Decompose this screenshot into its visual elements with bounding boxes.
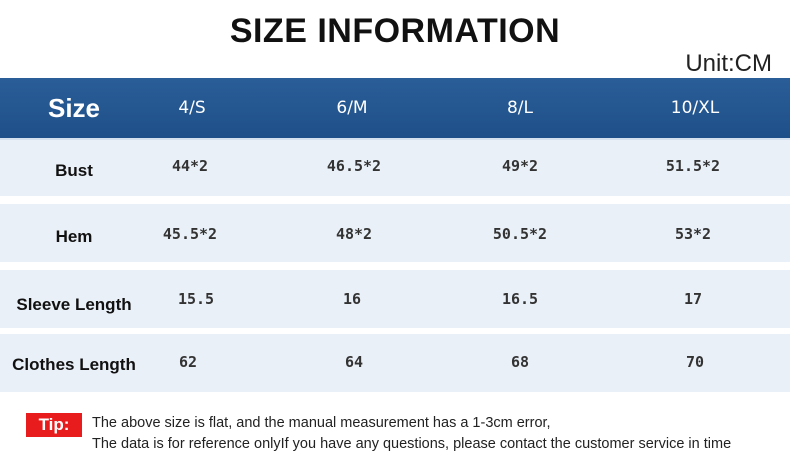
row-label: Clothes Length — [12, 355, 136, 374]
row-label: Sleeve Length — [16, 295, 132, 314]
table-row: Hem 45.5*2 48*2 50.5*2 53*2 — [0, 204, 790, 262]
table-cell: 17 — [683, 290, 703, 308]
table-cell: 16.5 — [501, 290, 539, 308]
table-row: Bust 44*2 46.5*2 49*2 51.5*2 — [0, 140, 790, 196]
table-cell: 44*2 — [171, 157, 209, 175]
tip-line-2: The data is for reference onlyIf you hav… — [92, 436, 732, 452]
page-title: SIZE INFORMATION — [229, 12, 561, 50]
header-col-8l: 8/L — [506, 98, 533, 118]
table-header-row: Size 4/S 6/M 8/L 10/XL — [0, 78, 790, 140]
header-col-10xl: 10/XL — [670, 98, 720, 118]
header-col-4s: 4/S — [178, 98, 206, 118]
row-label: Hem — [55, 227, 93, 246]
table-cell: 68 — [510, 353, 530, 371]
table-cell: 53*2 — [674, 225, 712, 243]
header-size: Size — [47, 92, 101, 123]
table-row: Sleeve Length 15.5 16 16.5 17 — [0, 270, 790, 328]
table-cell: 48*2 — [335, 225, 373, 243]
table-cell: 50.5*2 — [492, 225, 548, 243]
tip-badge: Tip: — [26, 413, 82, 437]
unit-label: Unit:CM — [685, 50, 772, 77]
table-cell: 46.5*2 — [326, 157, 382, 175]
table-cell: 15.5 — [177, 290, 215, 308]
table-cell: 62 — [178, 353, 198, 371]
row-label: Bust — [55, 161, 93, 180]
table-cell: 70 — [685, 353, 705, 371]
table-row: Clothes Length 62 64 68 70 — [0, 334, 790, 392]
table-cell: 49*2 — [501, 157, 539, 175]
table-cell: 45.5*2 — [162, 225, 218, 243]
header-col-6m: 6/M — [336, 98, 368, 118]
tip-line-1: The above size is flat, and the manual m… — [92, 415, 551, 431]
table-cell: 51.5*2 — [665, 157, 721, 175]
table-cell: 16 — [342, 290, 362, 308]
table-cell: 64 — [344, 353, 364, 371]
